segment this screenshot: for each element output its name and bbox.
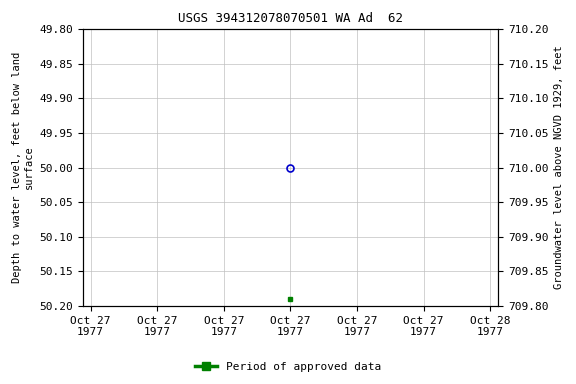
Y-axis label: Depth to water level, feet below land
surface: Depth to water level, feet below land su… [12, 52, 33, 283]
Y-axis label: Groundwater level above NGVD 1929, feet: Groundwater level above NGVD 1929, feet [554, 46, 564, 290]
Title: USGS 394312078070501 WA Ad  62: USGS 394312078070501 WA Ad 62 [178, 12, 403, 25]
Legend: Period of approved data: Period of approved data [191, 358, 385, 377]
